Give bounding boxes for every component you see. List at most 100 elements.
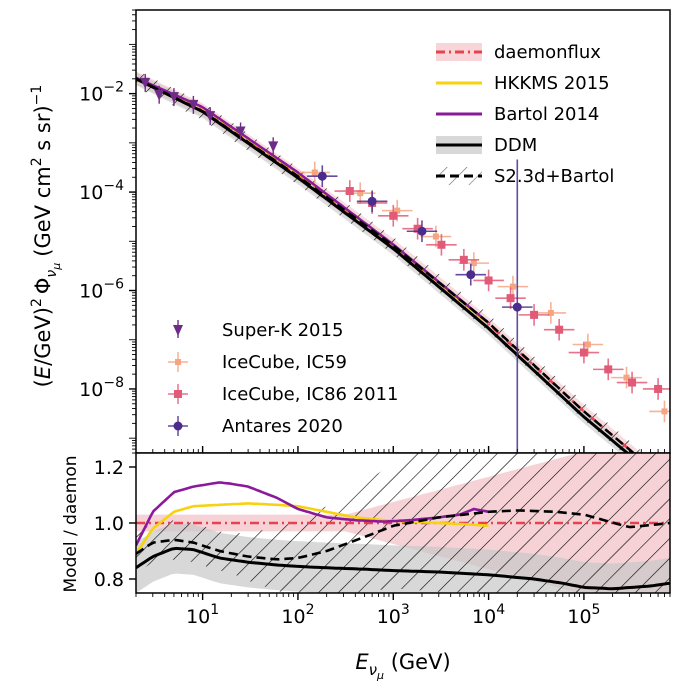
x-tick-label: 104 [472,602,505,628]
x-tick-label: 101 [186,602,219,628]
data-point-icecube-ic59-9 [649,400,670,423]
data-point-super-k-2015-5 [235,122,246,141]
legend-label-bartol-2014: Bartol 2014 [494,104,599,125]
data-point-icecube-ic86-2011-8 [518,304,550,326]
marker-icecube-ic86-2011-9 [555,325,564,334]
data-point-icecube-ic59-6 [535,302,567,324]
legend-label-s2-3d-bartol: S2.3d+Bartol [494,166,614,187]
x-tick-label: 105 [567,602,600,628]
data-point-icecube-ic86-2011-11 [592,358,624,381]
marker-icecube-ic59-1 [357,190,364,197]
legend-swatch-icecube-ic59 [175,359,181,365]
data-point-super-k-2015-1 [154,85,165,104]
legend-swatch-antares-2020 [173,421,183,431]
data-point-antares-2020-3 [455,263,487,286]
marker-icecube-ic86-2011-13 [654,384,663,393]
data-point-icecube-ic86-2011-3 [402,217,433,240]
marker-antares-2020-3 [466,270,476,280]
data-point-icecube-ic86-2011-5 [448,249,480,271]
data-point-icecube-ic59-8 [611,366,642,389]
flux-y-tick-label: 10−4 [79,178,124,204]
data-point-super-k-2015-3 [188,95,199,114]
data-point-icecube-ic86-2011-4 [426,233,457,256]
flux-y-tick-label: 10−8 [79,375,124,401]
legend-label-antares-2020: Antares 2020 [222,416,343,437]
marker-icecube-ic59-3 [432,233,439,240]
legend-label-icecube-ic59: IceCube, IC59 [222,352,347,373]
marker-icecube-ic86-2011-0 [345,187,354,196]
legend-swatch-super-k-2015 [173,325,183,336]
data-point-super-k-2015-0 [140,73,151,92]
data-point-antares-2020-4 [502,159,533,453]
model-legend: daemonflux HKKMS 2015 Bartol 2014 DDM S2.3d+… [436,42,614,187]
x-tick-label: 103 [377,602,410,628]
data-point-icecube-ic86-2011-6 [473,269,504,292]
legend-swatch-icecube-ic86-2011 [174,390,182,398]
ratio-y-tick-label: 0.8 [94,569,124,591]
legend-item-daemonflux: daemonflux [436,42,601,63]
marker-icecube-ic86-2011-2 [389,211,398,220]
flux-y-axis-label: (E/GeV)2Φνμ(GeV cm2 s sr)−1 [29,85,63,388]
marker-icecube-ic59-8 [623,374,630,381]
x-tick-label: 102 [281,602,314,628]
marker-icecube-ic59-2 [394,207,401,214]
marker-super-k-2015-4 [205,111,216,123]
marker-super-k-2015-6 [268,141,279,153]
data-point-icecube-ic86-2011-12 [616,371,648,394]
data-point-icecube-ic59-0 [299,161,330,184]
ratio-y-tick-label: 1.2 [94,457,124,479]
marker-icecube-ic59-9 [661,408,668,415]
marker-icecube-ic86-2011-11 [604,365,613,374]
legend-label-hkkms-2015: HKKMS 2015 [494,73,610,94]
data-point-icecube-ic86-2011-0 [334,180,366,202]
ratio-y-axis-label: Model / daemon [61,456,81,593]
data-point-super-k-2015-6 [268,137,279,156]
legend-item-super-k-2015: Super-K 2015 [173,320,343,341]
legend-item-s2-3d-bartol: S2.3d+Bartol [436,166,614,187]
marker-antares-2020-1 [367,196,377,206]
data-point-super-k-2015-2 [168,88,179,107]
marker-icecube-ic86-2011-12 [628,378,637,387]
marker-icecube-ic59-7 [584,341,591,348]
legend-item-ddm: DDM [436,135,537,156]
energy-x-axis-label: Eνμ (GeV) [355,650,450,682]
flux-y-tick-label: 10−2 [79,80,124,106]
data-point-icecube-ic86-2011-9 [543,318,575,341]
marker-super-k-2015-3 [188,99,199,111]
marker-icecube-ic86-2011-10 [579,348,588,357]
marker-antares-2020-4 [512,302,522,312]
data-point-icecube-ic59-5 [497,275,529,298]
data-point-antares-2020-0 [307,165,338,188]
data-point-icecube-ic59-3 [420,225,452,248]
marker-icecube-ic59-0 [311,169,318,176]
legend-item-icecube-ic59: IceCube, IC59 [168,352,347,373]
ratio-line-bartol-2014 [136,481,489,546]
marker-antares-2020-0 [317,171,327,181]
data-legend: Super-K 2015 IceCube, IC59 IceCube, IC86 2… [168,320,399,437]
legend-item-bartol-2014: Bartol 2014 [436,104,599,125]
data-point-antares-2020-2 [406,220,438,243]
ratio-line-ddm [136,546,670,591]
data-point-icecube-ic86-2011-10 [568,341,600,364]
data-point-icecube-ic86-2011-13 [642,378,670,400]
ratio-y-tick-label: 1.0 [94,513,124,535]
marker-super-k-2015-5 [235,126,246,138]
marker-icecube-ic86-2011-8 [530,310,539,319]
legend-label-ddm: DDM [494,135,537,156]
legend-item-hkkms-2015: HKKMS 2015 [436,73,610,94]
data-point-icecube-ic86-2011-2 [378,204,409,227]
legend-label-super-k-2015: Super-K 2015 [222,320,343,341]
data-point-super-k-2015-4 [205,107,216,126]
marker-super-k-2015-1 [154,89,165,101]
marker-icecube-ic86-2011-4 [437,240,446,249]
legend-label-daemonflux: daemonflux [494,42,601,63]
marker-super-k-2015-2 [168,92,179,104]
marker-icecube-ic86-2011-7 [506,294,515,303]
flux-panel: 10−2 10−4 10−6 10−8 daemonflux HKKMS 2015 Bar… [79,9,671,454]
data-point-antares-2020-1 [356,190,388,213]
ratio-panel: 0.8 1.0 1.2 101 102 103 104 105 [94,452,671,628]
marker-antares-2020-2 [417,226,427,236]
marker-icecube-ic86-2011-3 [413,224,422,233]
flux-panel-background [136,10,670,453]
legend-label-icecube-ic86-2011: IceCube, IC86 2011 [222,384,399,405]
